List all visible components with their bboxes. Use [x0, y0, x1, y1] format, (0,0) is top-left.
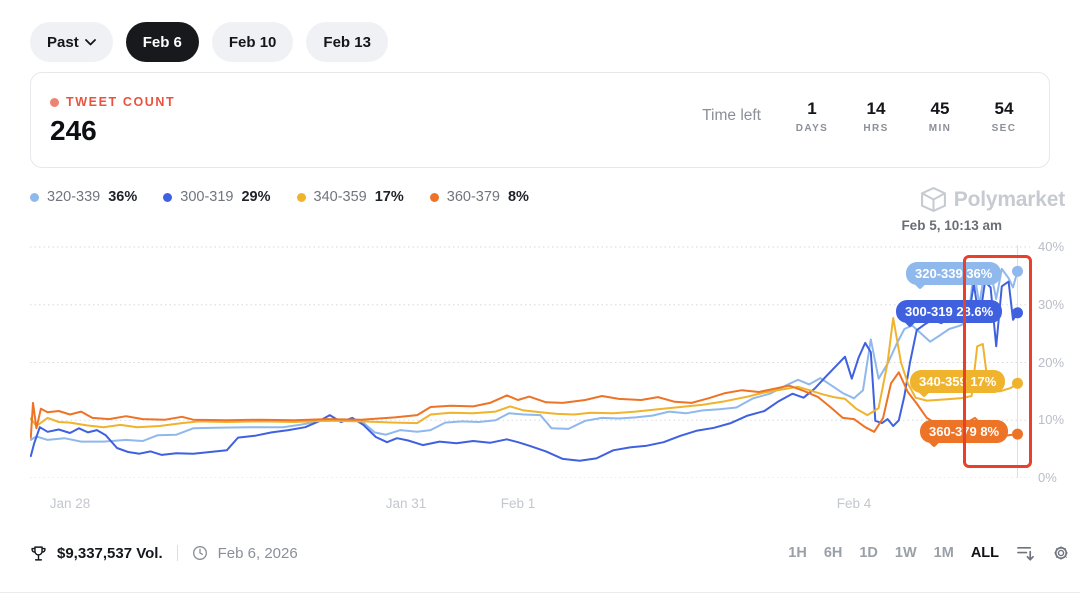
legend-dot-icon — [30, 192, 39, 202]
series-tag: TWEET COUNT — [50, 95, 175, 109]
series-value-pill-320-339: 320-339 36% — [906, 262, 1002, 285]
chart-footer: $9,337,537 Vol. Feb 6, 2026 1H 6H 1D 1W 1M AL… — [30, 539, 1070, 567]
range-button-1d[interactable]: 1D — [859, 545, 878, 561]
countdown-value: 1 — [807, 99, 817, 118]
resolution-date: Feb 6, 2026 — [217, 544, 298, 562]
tab-feb-6[interactable]: Feb 6 — [125, 22, 199, 62]
series-dot-icon — [50, 97, 59, 107]
chart-legend: 320-339 36% 300-319 29% 340-359 17% 360-379 8% — [30, 189, 529, 205]
x-axis-label: Feb 4 — [836, 496, 872, 511]
legend-item-320-339[interactable]: 320-339 36% — [30, 189, 137, 205]
trophy-icon — [31, 545, 46, 561]
countdown-unit: DAYS — [795, 123, 829, 134]
series-end-dot-300-319 — [1012, 307, 1023, 319]
x-axis-label: Feb 1 — [500, 496, 536, 511]
tweet-count-value: 246 — [50, 115, 97, 146]
series-line-320-339 — [30, 266, 1019, 443]
volume-value: $9,337,537 Vol. — [57, 544, 163, 562]
y-axis-label: 10% — [1038, 412, 1065, 428]
countdown-unit: SEC — [991, 123, 1017, 134]
countdown-unit: MIN — [928, 123, 952, 134]
polymarket-logo-icon — [920, 187, 946, 212]
series-label: TWEET COUNT — [66, 95, 176, 109]
legend-pct: 17% — [374, 189, 404, 205]
chart-canvas[interactable] — [30, 245, 1030, 478]
legend-range: 340-359 — [313, 189, 367, 205]
legend-pct: 36% — [108, 189, 138, 205]
range-button-1h[interactable]: 1H — [788, 545, 807, 561]
countdown-unit: HRS — [863, 123, 889, 134]
tab-label: Feb 10 — [228, 33, 277, 51]
range-button-1m[interactable]: 1M — [933, 545, 954, 561]
range-button-6h[interactable]: 6H — [823, 545, 843, 561]
legend-range: 320-339 — [47, 189, 101, 205]
market-card: TWEET COUNT 246 Time left 1 DAYS 14 HRS 45 MI… — [30, 72, 1050, 168]
legend-pct: 29% — [241, 189, 271, 205]
tab-past[interactable]: Past — [30, 22, 113, 62]
tab-label: Feb 13 — [323, 33, 371, 51]
bottom-divider — [0, 592, 1080, 593]
legend-item-340-359[interactable]: 340-359 17% — [296, 189, 404, 205]
countdown: 1 DAYS 14 HRS 45 MIN 54 SEC — [795, 99, 1021, 134]
highlight-box — [963, 255, 1032, 468]
series-line-300-319 — [30, 280, 1019, 462]
tab-label: Feb 6 — [142, 33, 182, 51]
series-value-pill-340-359: 340-359 17% — [910, 370, 1006, 393]
y-axis-label: 0% — [1038, 470, 1057, 485]
x-axis-label: Jan 31 — [385, 496, 427, 511]
legend-item-360-379[interactable]: 360-379 8% — [429, 189, 529, 205]
tab-label: Past — [47, 33, 79, 51]
time-left-label: Time left — [702, 107, 761, 124]
countdown-sec: 54 SEC — [987, 99, 1021, 134]
countdown-hrs: 14 HRS — [859, 99, 893, 134]
series-line-340-359 — [30, 317, 1019, 429]
footer-divider — [176, 545, 178, 561]
sort-lines-icon[interactable] — [1016, 545, 1035, 562]
legend-dot-icon — [429, 192, 439, 202]
range-button-1w[interactable]: 1W — [894, 545, 917, 561]
tab-feb-13[interactable]: Feb 13 — [306, 22, 388, 62]
series-value-pill-300-319: 300-319 28.6% — [896, 300, 1003, 323]
series-end-dot-360-379 — [1012, 428, 1023, 440]
x-axis-label: Jan 28 — [49, 496, 91, 511]
countdown-value: 54 — [994, 99, 1014, 118]
countdown-value: 45 — [930, 99, 950, 118]
legend-item-300-319[interactable]: 300-319 29% — [163, 189, 271, 205]
legend-dot-icon — [163, 192, 173, 202]
legend-pct: 8% — [507, 189, 529, 205]
series-line-360-379 — [30, 371, 1019, 439]
legend-range: 300-319 — [180, 189, 234, 205]
settings-gear-icon[interactable] — [1052, 544, 1070, 562]
watermark-text: Polymarket — [953, 187, 1065, 211]
series-end-dot-320-339 — [1012, 265, 1023, 277]
probability-chart[interactable]: 0% 10% 20% 30% 40% 320-339 36% 300-319 28.6% 3… — [30, 239, 1080, 485]
legend-range: 360-379 — [446, 189, 500, 205]
legend-dot-icon — [296, 192, 306, 202]
chevron-down-icon — [84, 38, 96, 45]
range-button-all[interactable]: ALL — [970, 545, 999, 561]
y-axis-label: 20% — [1038, 354, 1065, 370]
clock-icon — [192, 546, 207, 560]
countdown-value: 14 — [866, 99, 886, 118]
tab-feb-10[interactable]: Feb 10 — [211, 22, 294, 62]
countdown-days: 1 DAYS — [795, 99, 829, 134]
polymarket-watermark: Polymarket — [920, 186, 1065, 213]
x-axis-labels: Jan 28 Jan 31 Feb 1 Feb 4 — [30, 496, 1030, 514]
y-axis-label: 30% — [1038, 296, 1065, 312]
cursor-timestamp: Feb 5, 10:13 am — [901, 218, 1002, 233]
countdown-min: 45 MIN — [923, 99, 957, 134]
series-end-dot-340-359 — [1012, 377, 1023, 389]
date-tabs: Past Feb 6 Feb 10 Feb 13 — [30, 22, 388, 62]
y-axis-label: 40% — [1038, 239, 1065, 254]
